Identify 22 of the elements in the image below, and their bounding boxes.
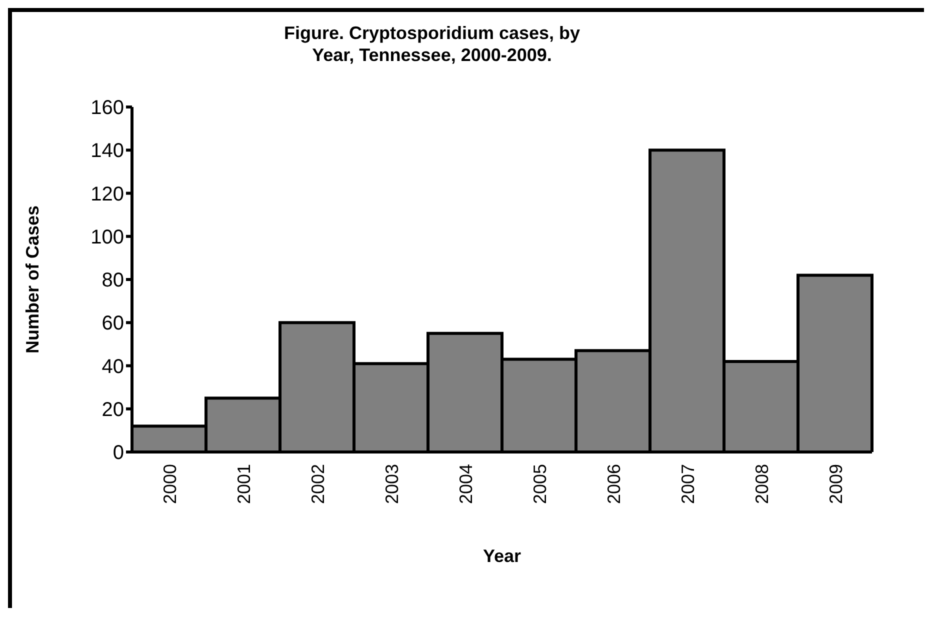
- y-tick-label: 120: [90, 183, 124, 206]
- x-tick-label: 2005: [530, 464, 550, 504]
- x-tick-label: 2002: [308, 464, 328, 504]
- x-tick-label: 2007: [678, 464, 698, 504]
- y-tick-label: 100: [90, 226, 124, 248]
- x-tick-label: 2008: [752, 464, 772, 504]
- y-tick-label: 20: [102, 398, 124, 421]
- y-tick-label: 80: [102, 270, 124, 292]
- x-tick-label: 2000: [160, 464, 180, 504]
- x-tick-label: 2001: [234, 464, 254, 504]
- chart-title: Figure. Cryptosporidium cases, by Year, Tennessee, 2000-2009.: [282, 22, 582, 66]
- y-tick-label: 140: [90, 140, 124, 162]
- x-tick-label: 2009: [826, 464, 846, 504]
- x-tick-label: 2006: [604, 464, 624, 504]
- x-tick-label: 2004: [456, 464, 476, 504]
- x-tick-label: 2003: [382, 464, 402, 504]
- y-tick-label: 40: [102, 356, 124, 378]
- y-tick-label: 60: [102, 312, 124, 335]
- y-tick-label: 160: [90, 97, 124, 120]
- y-axis-title: Number of Cases: [22, 205, 42, 354]
- y-tick-label: 0: [112, 442, 124, 464]
- x-axis-title: Year: [482, 546, 522, 566]
